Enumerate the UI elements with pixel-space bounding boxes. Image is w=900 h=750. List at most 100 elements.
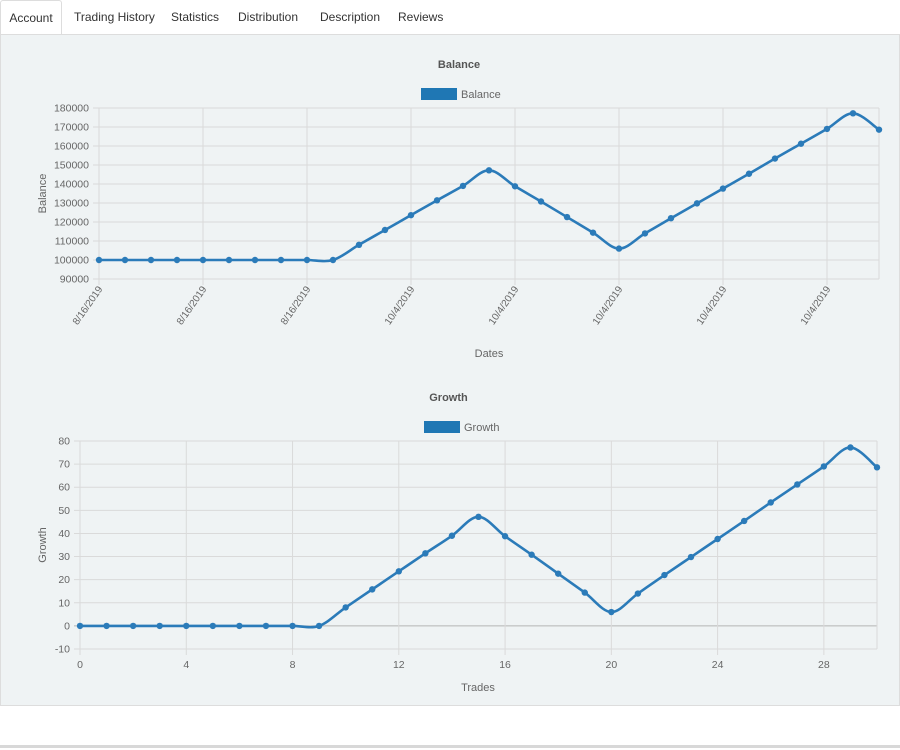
data-point [209, 622, 217, 630]
tab-reviews[interactable]: Reviews [398, 10, 444, 24]
data-point [329, 256, 337, 264]
x-tick-label: 20 [605, 659, 617, 671]
x-tick-label: 28 [818, 659, 830, 671]
data-point [563, 213, 571, 221]
data-point [667, 215, 675, 222]
data-point [76, 622, 84, 630]
series-line [80, 446, 878, 629]
data-point [459, 182, 467, 190]
data-point [767, 499, 774, 506]
y-tick-label: 180000 [54, 103, 89, 115]
y-tick-label: 80 [58, 436, 70, 448]
x-tick-label: 10/4/2019 [383, 284, 418, 327]
x-tick-label: 8 [290, 659, 296, 671]
y-tick-label: -10 [55, 644, 70, 656]
y-tick-label: 150000 [54, 160, 89, 172]
data-point [581, 589, 588, 596]
data-point [251, 256, 259, 264]
chart-title: Growth [429, 392, 468, 404]
data-point [315, 622, 323, 630]
y-tick-label: 110000 [55, 236, 89, 248]
data-point [511, 183, 519, 190]
data-point [661, 571, 668, 579]
y-tick-label: 140000 [54, 179, 89, 191]
data-point [501, 533, 509, 540]
data-point [129, 622, 137, 630]
data-point [555, 570, 562, 577]
tab-distribution[interactable]: Distribution [238, 10, 299, 24]
chart-title: Balance [438, 59, 480, 71]
legend-label: Growth [464, 422, 499, 434]
legend-swatch [421, 88, 457, 100]
tab-statistics[interactable]: Statistics [171, 10, 220, 24]
data-point [303, 256, 311, 264]
data-point [641, 230, 649, 237]
tab-trading-history[interactable]: Trading History [74, 10, 155, 24]
data-point [771, 155, 779, 162]
data-point [407, 211, 415, 219]
x-tick-label: 24 [712, 659, 724, 671]
data-point [608, 608, 615, 616]
data-point [794, 481, 801, 488]
y-axis-title: Balance [37, 174, 49, 214]
data-point [448, 532, 456, 539]
footer-divider [0, 745, 900, 748]
data-point [236, 622, 243, 630]
legend-label: Balance [461, 89, 501, 101]
y-tick-label: 40 [58, 528, 70, 540]
data-point [847, 444, 854, 451]
x-tick-label: 8/16/2019 [279, 284, 314, 327]
x-axis-title: Dates [475, 348, 504, 360]
data-point [199, 256, 207, 264]
y-axis-title: Growth [37, 527, 49, 562]
data-point [156, 622, 163, 630]
data-point [693, 200, 701, 207]
y-tick-label: 20 [58, 574, 70, 586]
data-point [714, 535, 721, 543]
y-tick-label: 130000 [54, 198, 89, 210]
tab-account[interactable]: Account [0, 0, 62, 35]
data-point [225, 256, 233, 264]
data-point [342, 604, 349, 611]
data-point [103, 622, 110, 630]
data-point [687, 553, 695, 561]
data-point [183, 622, 190, 630]
tab-description[interactable]: Description [320, 10, 381, 24]
y-tick-label: 0 [64, 620, 70, 632]
data-point [485, 167, 493, 174]
x-tick-label: 10/4/2019 [487, 284, 522, 327]
data-point [745, 170, 753, 177]
x-tick-label: 10/4/2019 [799, 284, 834, 327]
data-point [528, 551, 535, 558]
y-tick-label: 70 [58, 459, 70, 471]
data-point [95, 256, 103, 264]
data-point [147, 256, 155, 264]
data-point [289, 622, 296, 630]
data-point [740, 517, 748, 525]
data-point [589, 229, 597, 236]
data-point [369, 586, 376, 593]
data-point [615, 245, 623, 252]
data-point [820, 463, 828, 470]
data-point [875, 126, 883, 133]
y-tick-label: 120000 [54, 217, 89, 229]
data-point [634, 590, 642, 597]
x-tick-label: 4 [183, 659, 189, 671]
data-point [849, 110, 857, 117]
data-point [873, 464, 881, 471]
legend-swatch [424, 421, 460, 433]
x-tick-label: 12 [393, 659, 405, 671]
data-point [475, 513, 482, 521]
x-tick-label: 10/4/2019 [591, 284, 626, 327]
tab-bar: Account Trading History Statistics Distr… [0, 0, 900, 35]
data-point [823, 125, 831, 133]
data-point [719, 185, 727, 192]
y-tick-label: 100000 [54, 255, 89, 267]
balance-chart: Balance Balance 90000 100000 110000 120000 130… [37, 59, 883, 360]
data-point [173, 256, 181, 264]
x-axis-title: Trades [461, 682, 495, 694]
growth-chart: Growth Growth -10 0 10 20 30 40 50 60 70 80 0 4 8 12 16 2… [37, 392, 881, 694]
series-line [98, 112, 880, 263]
data-point [422, 550, 429, 557]
y-tick-label: 90000 [60, 274, 89, 286]
